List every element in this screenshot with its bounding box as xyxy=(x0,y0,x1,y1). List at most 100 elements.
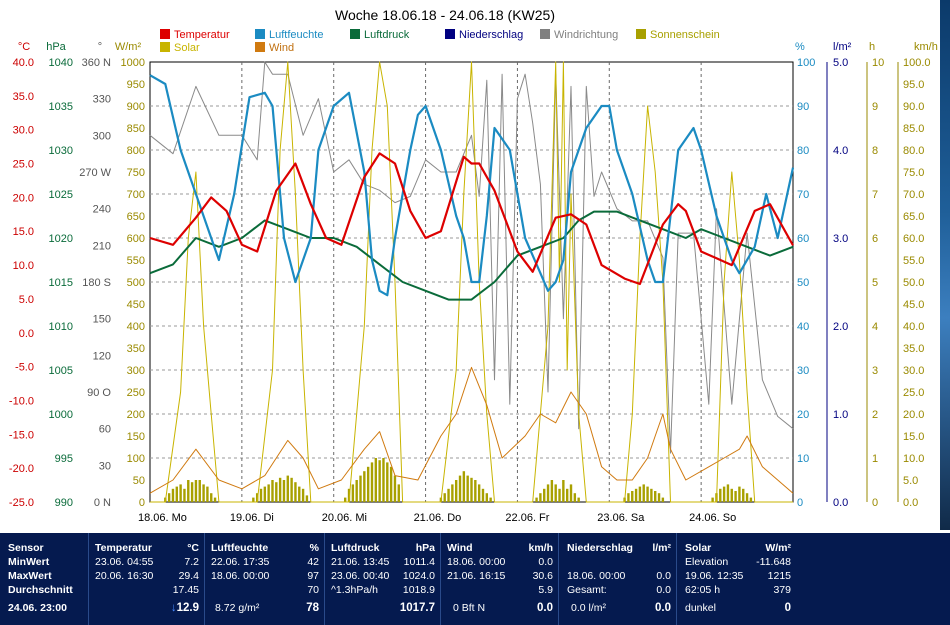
hum-axis-tick-10: 10 xyxy=(797,453,809,465)
sunshine-bar xyxy=(366,466,370,502)
sunshine-bar xyxy=(558,488,561,502)
sunshine-bar xyxy=(359,475,362,502)
temp-axis-tick-4: 25.0 xyxy=(13,159,34,171)
wind-axis-unit: km/h xyxy=(914,41,938,53)
solar-axis-tick-3: 900 xyxy=(127,101,145,113)
legend-swatch-4 xyxy=(445,29,455,39)
press-max-time: 23.06. 00:40 xyxy=(331,570,390,582)
sunshine-bar xyxy=(650,488,653,502)
solar-max: 1215 xyxy=(767,570,791,582)
dir-axis-tick-8: 150 xyxy=(93,314,111,326)
hum-axis-tick-11: 0 xyxy=(797,497,803,509)
wind-axis-tick-12: 45.0 xyxy=(903,299,924,311)
solar-axis-tick-7: 700 xyxy=(127,189,145,201)
rain-max-time: 18.06. 00:00 xyxy=(567,570,626,582)
sunshine-bar xyxy=(190,482,194,502)
legend-swatch-8 xyxy=(255,42,265,52)
rain-total: 0.0 xyxy=(656,584,671,596)
x-axis-day-label-5: 22.06. Fr xyxy=(505,512,549,524)
temp-max: 29.4 xyxy=(178,570,199,582)
hum-column: Luftfeuchte% 22.06. 17:35 42 18.06. 00:00… xyxy=(204,533,325,625)
dir-axis-tick-4: 270 W xyxy=(79,167,111,179)
sunshine-bar xyxy=(179,484,182,502)
sun-axis-tick-4: 7 xyxy=(872,189,878,201)
sun-axis-tick-8: 3 xyxy=(872,365,878,377)
rain-header: Niederschlag xyxy=(567,542,633,554)
solar-axis-tick-9: 600 xyxy=(127,233,145,245)
hum-unit: % xyxy=(309,542,319,554)
sunshine-bar xyxy=(183,488,186,502)
sunshine-bar xyxy=(259,488,263,502)
sunshine-bar xyxy=(386,462,389,502)
press-axis-tick-9: 1000 xyxy=(49,409,73,421)
press-column: Luftdruck hPa 21.06. 13:45 1011.4 23.06. 0… xyxy=(324,533,441,625)
wind-min-time: 18.06. 00:00 xyxy=(447,556,506,568)
press-header: Luftdruck xyxy=(331,542,380,554)
legend-swatch-3 xyxy=(350,29,360,39)
wind-beaufort: 0 Bft N xyxy=(453,602,486,614)
rain-current: 0.0 xyxy=(655,602,671,614)
solar-axis-tick-15: 300 xyxy=(127,365,145,377)
wind-axis-tick-19: 10.0 xyxy=(903,453,924,465)
dir-axis-tick-11: 60 xyxy=(99,424,111,436)
temp-trend-arrow-icon: ↓ xyxy=(170,602,177,614)
sunshine-bar xyxy=(378,460,381,502)
press-min-time: 21.06. 13:45 xyxy=(331,556,390,568)
press-current: 1017.7 xyxy=(399,602,435,614)
x-axis-day-label-3: 20.06. Mi xyxy=(322,512,367,524)
sunshine-bar xyxy=(370,462,374,502)
press-max: 1024.0 xyxy=(402,570,435,582)
chart-legend: Temperatur Luftfeuchte Luftdruck Niederschl… xyxy=(160,29,720,54)
temperatur-line xyxy=(149,152,794,286)
sunshine-bar xyxy=(271,480,274,502)
wind-axis-tick-9: 60.0 xyxy=(903,233,924,245)
row-label-max: MaxWert xyxy=(8,570,52,582)
sunshine-bar xyxy=(343,497,347,502)
hum-min-time: 22.06. 17:35 xyxy=(211,556,270,568)
dir-axis-tick-9: 120 xyxy=(93,350,111,362)
dir-axis-tick-6: 210 xyxy=(93,240,111,252)
hum-current: 78 xyxy=(306,602,319,614)
sunshine-bar xyxy=(202,484,205,502)
sunshine-bar xyxy=(347,488,351,502)
dir-axis-tick-10: 90 O xyxy=(87,387,111,399)
dir-axis-tick-2: 330 xyxy=(93,94,111,106)
rain-axis-tick-3: 3.0 xyxy=(833,233,848,245)
press-axis-tick-11: 990 xyxy=(55,497,73,509)
solar-sunshine-hours: 62:05 h xyxy=(685,584,721,596)
wind-axis-tick-13: 40.0 xyxy=(903,321,924,333)
temp-column: Temperatur °C 23.06. 04:55 7.2 20.06. 16:3… xyxy=(88,533,205,625)
sunshine-bar xyxy=(646,486,649,502)
dir-axis-tick-5: 240 xyxy=(93,204,111,216)
wind-axis-tick-18: 15.0 xyxy=(903,431,924,443)
sun-axis-tick-3: 8 xyxy=(872,145,878,157)
wind-axis-tick-5: 80.0 xyxy=(903,145,924,157)
sunshine-bar xyxy=(722,486,726,502)
solar-axis-tick-5: 800 xyxy=(127,145,145,157)
wind-axis-tick-21: 0.0 xyxy=(903,497,918,509)
solar-axis-tick-6: 750 xyxy=(127,167,145,179)
rain-axis-unit: l/m² xyxy=(833,41,852,53)
legend-label-7: Solar xyxy=(174,42,200,54)
rain-rate: 0.0 l/m² xyxy=(571,602,607,614)
hum-header: Luftfeuchte xyxy=(211,542,269,554)
row-label-current: 24.06. 23:00 xyxy=(8,602,67,614)
press-trend: ^1.3hPa/h xyxy=(331,584,378,596)
solar-header: Solar xyxy=(685,542,712,554)
wind-axis-tick-10: 55.0 xyxy=(903,255,924,267)
press-axis-tick-8: 1005 xyxy=(49,365,73,377)
sunshine-bar xyxy=(278,477,282,502)
rain-total-label: Gesamt: xyxy=(567,584,607,596)
solar-axis-tick-11: 500 xyxy=(127,277,145,289)
dir-axis-tick-7: 180 S xyxy=(82,277,111,289)
rain-max: 0.0 xyxy=(656,570,671,582)
temp-axis-tick-6: 15.0 xyxy=(13,226,34,238)
press-axis-tick-3: 1030 xyxy=(49,145,73,157)
solar-axis-tick-1: 1000 xyxy=(121,57,145,69)
wind-column: Wind km/h 18.06. 00:00 0.0 21.06. 16:15 30.… xyxy=(440,533,559,625)
sunshine-bar xyxy=(210,493,213,502)
sunshine-bar xyxy=(638,486,642,502)
press-axis-tick-7: 1010 xyxy=(49,321,73,333)
wind-axis-tick-14: 35.0 xyxy=(903,343,924,355)
legend-swatch-5 xyxy=(540,29,550,39)
